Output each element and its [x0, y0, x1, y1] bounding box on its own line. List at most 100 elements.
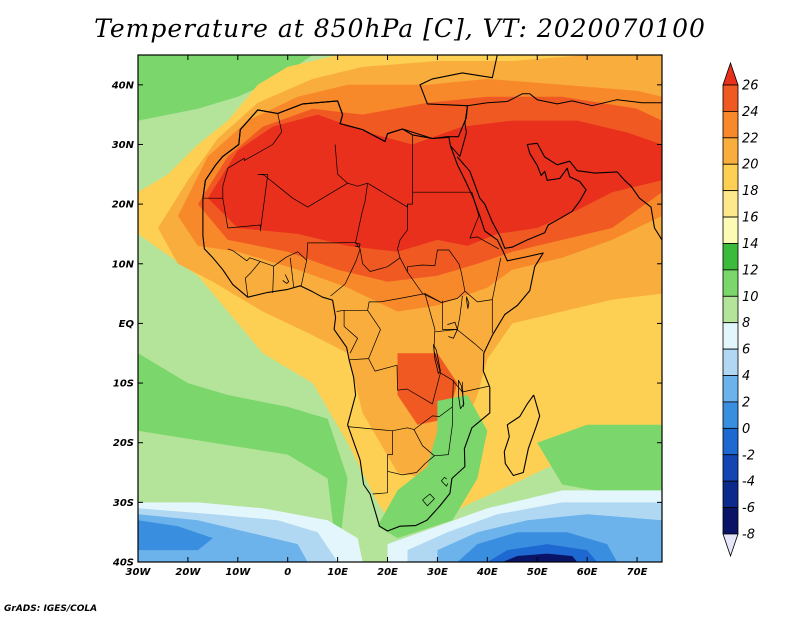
lake-outline-5: [282, 274, 290, 284]
colorbar-segment: [722, 163, 739, 192]
country-border-18: [435, 329, 484, 352]
y-tick-label: 40N: [111, 80, 135, 91]
lake-outline-3: [466, 296, 470, 309]
colorbar-label: 2: [742, 395, 750, 410]
colorbar-label: -4: [742, 475, 755, 490]
country-border-27: [422, 493, 435, 507]
colorbar-top-arrow: [722, 61, 739, 86]
y-tick-label: 10N: [112, 259, 135, 270]
madagascar-coastline: [503, 394, 541, 477]
country-border-23: [372, 430, 393, 495]
colorbar-label: 6: [742, 343, 750, 358]
lake-outline-4: [354, 242, 361, 248]
colorbar-label: 0: [742, 422, 750, 437]
colorbar-segment: [722, 84, 739, 112]
country-border-2: [334, 144, 348, 184]
y-tick-label: 40S: [112, 558, 134, 569]
colorbar-bottom-arrow: [722, 533, 739, 558]
country-border-17: [368, 293, 441, 405]
y-tick-label: 20N: [112, 200, 135, 211]
lake-outline-1: [433, 344, 441, 374]
y-tick-label: 30N: [112, 140, 135, 151]
country-border-8: [227, 241, 356, 267]
country-border-9: [244, 261, 261, 298]
country-border-21: [440, 372, 490, 393]
colorbar-segment: [722, 243, 739, 271]
colorbar-segment: [722, 375, 739, 403]
temperature-band-21: [502, 553, 578, 562]
arabia-coastline: [456, 142, 662, 249]
colorbar-segment: [722, 480, 739, 508]
colorbar-label: 14: [742, 237, 759, 252]
colorbar-segment: [722, 454, 739, 482]
mediterranean-coastline: [202, 55, 498, 199]
x-tick-label: 10E: [327, 567, 348, 578]
x-tick-label: 30W: [126, 567, 152, 578]
y-tick-label: 10S: [113, 379, 134, 390]
colorbar-segment: [722, 507, 739, 535]
colorbar-segment: [722, 269, 739, 297]
x-tick-label: 20E: [377, 567, 398, 578]
temperature-band-1: [138, 55, 313, 121]
country-border-14: [336, 293, 442, 312]
colorbar-segment: [722, 190, 739, 218]
x-tick-label: 10W: [225, 567, 251, 578]
country-border-6: [407, 249, 466, 292]
temperature-field: [138, 55, 662, 562]
y-tick-label: EQ: [119, 319, 135, 330]
colorbar-segment: [722, 137, 739, 165]
colorbar-segment: [722, 322, 739, 350]
colorbar-segment: [722, 427, 739, 456]
temperature-band-9: [377, 395, 488, 539]
colorbar-segment: [722, 216, 739, 244]
country-border-5: [397, 204, 408, 258]
map-title: Temperature at 850hPa [C], VT: 202007010…: [94, 14, 706, 43]
colorbar-label: -8: [742, 528, 755, 543]
x-tick-label: 40E: [476, 567, 498, 578]
country-border-24: [387, 406, 453, 476]
colorbar-label: 24: [742, 105, 759, 120]
country-border-16: [349, 310, 381, 361]
country-border-7: [469, 192, 499, 250]
grads-credit: GrADS: IGES/COLA: [4, 604, 98, 614]
y-tick-label: 20S: [113, 438, 134, 449]
x-tick-label: 50E: [527, 567, 548, 578]
colorbar-label: 4: [742, 369, 750, 384]
country-border-12: [300, 260, 308, 286]
latitude-ticks: 40N 30N 20N 10N EQ 10S 20S 30S 40S: [111, 80, 662, 569]
country-border-26: [441, 476, 449, 487]
x-tick-label: 0: [284, 567, 291, 578]
y-tick-label: 30S: [113, 498, 134, 509]
colorbar-label: -6: [742, 501, 755, 516]
colorbar-label: 20: [742, 158, 759, 173]
country-border-13: [330, 248, 361, 297]
colorbar-segment: [722, 111, 739, 139]
colorbar-label: 10: [742, 290, 759, 305]
map-frame: [137, 54, 663, 563]
country-border-15: [343, 310, 358, 354]
lake-outline-0: [447, 321, 458, 339]
colorbar-label: 22: [742, 131, 759, 146]
colorbar-label: 12: [742, 263, 759, 278]
boundary-lines: [202, 55, 662, 532]
colorbar-label: 8: [742, 316, 750, 331]
x-tick-label: 60E: [577, 567, 598, 578]
temperature-band-6: [207, 114, 662, 252]
x-tick-label: 20W: [175, 567, 201, 578]
longitude-ticks: 30W 20W 10W 0 10E 20E 30E 40E 50E 60E 70E: [126, 55, 648, 578]
colorbar-segment: [722, 295, 739, 324]
country-border-1: [222, 173, 472, 232]
lake-outline-2: [457, 379, 465, 410]
colorbar-segment: [722, 348, 739, 376]
country-border-11: [289, 257, 295, 288]
colorbar-label: 18: [742, 184, 759, 199]
northern-asia-coastline: [450, 93, 662, 157]
colorbar-label: 16: [742, 211, 759, 226]
x-tick-label: 30E: [427, 567, 448, 578]
colorbar-label: 26: [742, 79, 759, 94]
colorbar-label: -2: [742, 448, 755, 463]
colorbar-segment: [722, 401, 739, 429]
country-border-25: [413, 429, 435, 457]
